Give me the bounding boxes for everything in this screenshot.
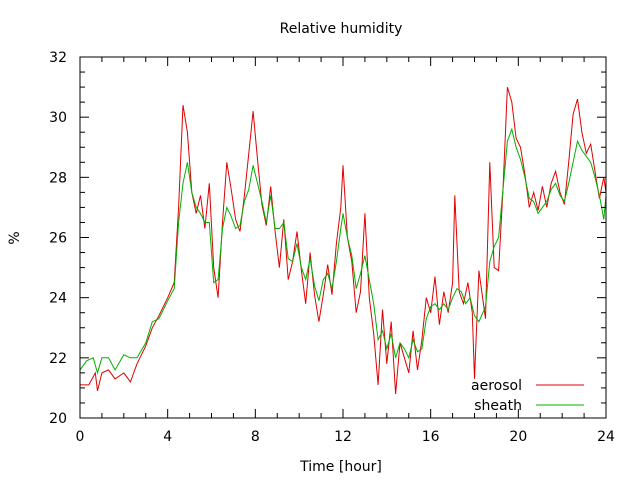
y-tick-label: 30 <box>49 110 67 126</box>
x-tick-label: 8 <box>251 429 260 445</box>
x-tick-label: 16 <box>422 429 440 445</box>
x-tick-label: 0 <box>76 429 85 445</box>
y-tick-label: 24 <box>49 291 67 307</box>
plot-frame <box>79 56 607 419</box>
y-axis-label: % <box>7 231 23 244</box>
series-layer <box>79 86 607 394</box>
y-tick-label: 26 <box>49 231 67 247</box>
legend: aerosol sheath <box>471 378 584 414</box>
series-line-sheath <box>79 127 607 375</box>
axes-layer: 0 4 8 12 16 20 24 20 22 24 26 28 30 32 <box>49 50 615 445</box>
series-line-aerosol <box>80 86 607 394</box>
x-tick-label: 12 <box>334 429 352 445</box>
legend-label-sheath: sheath <box>474 398 522 414</box>
y-tick-label: 32 <box>49 50 67 66</box>
y-tick-label: 20 <box>49 411 67 427</box>
y-tick-label: 28 <box>49 170 67 186</box>
x-tick-label: 20 <box>509 429 527 445</box>
x-axis-label: Time [hour] <box>299 459 382 475</box>
x-tick-label: 24 <box>597 429 615 445</box>
chart-title: Relative humidity <box>280 21 403 37</box>
y-tick-label: 22 <box>49 351 67 367</box>
legend-label-aerosol: aerosol <box>471 378 522 394</box>
x-tick-label: 4 <box>163 429 172 445</box>
